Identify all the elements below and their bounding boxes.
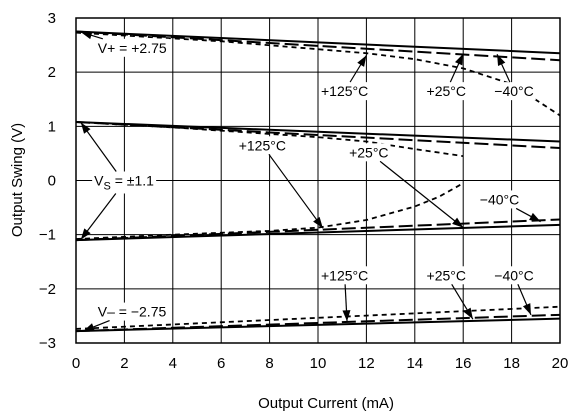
arrow-head	[463, 307, 473, 320]
x-tick-label: 4	[169, 355, 177, 372]
annotation-arrow	[515, 207, 541, 223]
annotation-label-bg	[492, 266, 536, 285]
series-line	[75, 218, 561, 242]
annotation-arrow	[349, 55, 367, 83]
y-tick-label: 3	[48, 10, 56, 27]
annotation-label: +125°C	[321, 267, 368, 283]
annotation-label-bg	[95, 302, 169, 321]
annotation-label: V+ = +2.75	[98, 40, 167, 56]
x-tick-label: 14	[406, 355, 423, 372]
annotation-arrow	[80, 31, 104, 40]
annotation-arrow	[451, 283, 474, 320]
series-line	[75, 121, 561, 143]
x-tick-label: 20	[552, 355, 569, 372]
arrow-head	[80, 122, 91, 134]
y-tick-label: −2	[39, 281, 56, 298]
x-tick-label: 18	[503, 355, 520, 372]
annotation-label-bg	[347, 143, 391, 162]
annotation-label-bg	[236, 136, 288, 155]
annotation-arrow	[449, 53, 464, 83]
x-tick-label: 12	[358, 355, 375, 372]
annotation-label: +25°C	[349, 144, 388, 160]
x-tick-label: 6	[217, 355, 225, 372]
x-tick-label: 2	[120, 355, 128, 372]
series-line	[75, 182, 464, 240]
annotation-arrow	[83, 320, 110, 332]
annotation-layer: V+ = +2.75 V– = −2.75 VS = ±1.1 +125°C +25°C…	[80, 31, 541, 332]
annotation-label-bg	[318, 266, 371, 285]
annotation-arrow	[80, 193, 117, 240]
arrow-head	[313, 216, 323, 229]
y-tick-label: 0	[48, 173, 56, 190]
x-axis-label: Output Current (mA)	[258, 395, 394, 412]
series-line	[75, 313, 561, 333]
annotation-arrow	[379, 160, 464, 229]
arrow-head	[342, 310, 351, 322]
annotation-label-bg	[318, 82, 371, 101]
plot-frame	[75, 17, 561, 344]
annotation-label: +25°C	[427, 83, 466, 99]
annotation-arrow	[342, 284, 351, 322]
annotation-label: +25°C	[427, 267, 466, 283]
x-tick-label: 16	[455, 355, 472, 372]
arrow-head	[83, 323, 95, 332]
annotation-label: +125°C	[239, 137, 286, 153]
annotation-arrow	[268, 153, 324, 229]
arrow-head	[80, 228, 91, 240]
plot-border	[75, 17, 561, 344]
annotation-label: V– = −2.75	[98, 304, 167, 320]
y-tick-label: −3	[39, 335, 56, 352]
y-tick-label: 2	[48, 64, 56, 81]
annotation-arrow	[517, 284, 532, 316]
annotation-label-bg	[95, 38, 169, 57]
arrow-head	[452, 217, 464, 228]
series-line	[75, 30, 561, 55]
annotation-label-bg	[424, 266, 468, 285]
annotation-label-bg	[477, 190, 522, 209]
arrow-head	[497, 54, 506, 66]
grid-lines	[76, 18, 560, 343]
annotation-label: −40°C	[494, 267, 533, 283]
annotation-arrow	[496, 54, 511, 83]
arrow-shaft	[268, 153, 324, 229]
arrow-head	[455, 53, 464, 66]
annotation-label: +125°C	[321, 83, 368, 99]
series-line	[75, 121, 561, 149]
series-line	[75, 30, 561, 62]
arrow-head	[80, 31, 93, 40]
annotation-label: VS = ±1.1	[94, 173, 154, 193]
y-tick-label: 1	[48, 118, 56, 135]
annotation-label: −40°C	[480, 191, 519, 207]
annotation-label-bg	[92, 171, 157, 194]
annotation-label: −40°C	[494, 83, 533, 99]
arrow-shaft	[379, 160, 464, 229]
y-axis-label: Output Swing (V)	[9, 123, 26, 237]
series-line	[75, 31, 561, 117]
x-axis-ticks: 0 2 4 6 8 10 12 14 16 18 20	[72, 355, 569, 372]
series-layer	[75, 30, 561, 333]
arrow-head	[357, 55, 367, 67]
annotation-arrow	[80, 122, 117, 172]
annotation-label-bg	[424, 82, 468, 101]
x-tick-label: 0	[72, 355, 80, 372]
x-tick-label: 10	[310, 355, 327, 372]
arrow-head	[522, 303, 531, 315]
y-axis-ticks: 3 2 1 0 −1 −2 −3	[39, 10, 56, 352]
x-tick-label: 8	[265, 355, 273, 372]
arrow-head	[529, 212, 541, 222]
y-tick-label: −1	[39, 227, 56, 244]
annotation-label-bg	[492, 82, 536, 101]
